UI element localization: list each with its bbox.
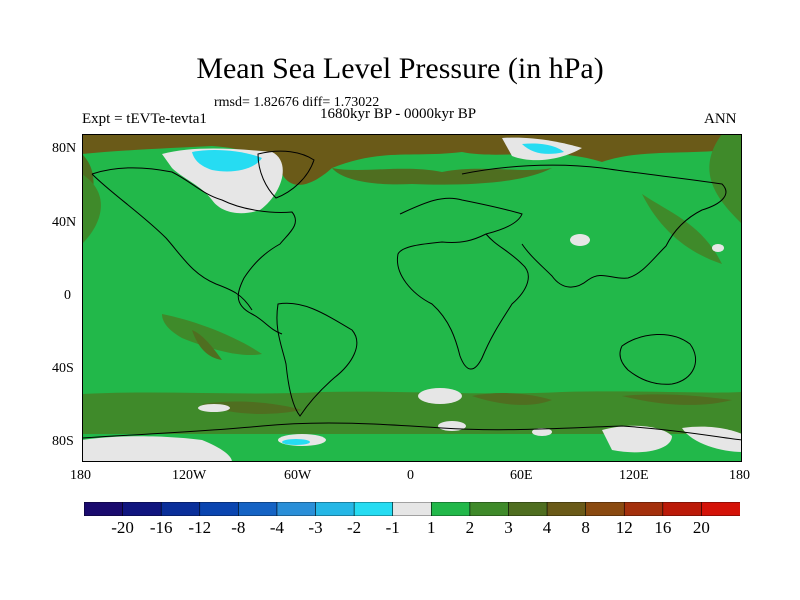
colorbar-label: -20	[111, 518, 134, 537]
colorbar-swatch	[662, 502, 703, 516]
lon-tick-label: 180	[729, 468, 750, 483]
south-pacific-anomaly	[162, 314, 262, 356]
greenland-low-core	[192, 150, 262, 172]
colorbar-swatch	[276, 502, 317, 516]
colorbar	[84, 502, 740, 516]
colorbar-swatch	[238, 502, 278, 516]
greenland-coast	[257, 150, 315, 199]
colorbar-swatch	[508, 502, 548, 516]
south-pacific-anomaly	[192, 330, 222, 360]
colorbar-swatch	[84, 502, 124, 516]
colorbar-label: 16	[654, 518, 672, 537]
colorbar-label: 4	[542, 518, 552, 537]
colorbar-swatch	[585, 502, 625, 516]
colorbar-swatch	[546, 502, 587, 516]
bering-anomaly	[709, 134, 742, 224]
colorbar-swatch	[623, 502, 664, 516]
colorbar-label: -1	[385, 518, 400, 537]
colorbar-swatch	[122, 502, 162, 516]
europe-africa-coast	[396, 197, 529, 370]
season-label: ANN	[704, 111, 737, 127]
south-america-coast	[276, 302, 358, 417]
colorbar-swatch	[701, 502, 740, 516]
lon-tick-label: 60E	[510, 468, 533, 483]
lat-tick-label: 80S	[52, 434, 74, 449]
southern-ocean-anomaly	[622, 394, 732, 405]
siberia-low-core	[522, 143, 564, 154]
antarctic-white-patch	[532, 428, 552, 436]
map-frame	[82, 134, 742, 462]
asia-coast	[461, 164, 727, 288]
colorbar-swatch	[160, 502, 201, 516]
southern-ocean-anomaly	[202, 401, 302, 414]
colorbar-label: -3	[308, 518, 323, 537]
experiment-label: Expt = tEVTe-tevta1	[82, 111, 207, 127]
colorbar-label: 1	[427, 518, 436, 537]
north-america-coast	[91, 167, 296, 335]
north-pacific-anomaly	[82, 174, 101, 244]
colorbar-swatch	[199, 502, 239, 516]
north-pacific-east-anomaly	[642, 194, 722, 264]
lon-tick-label: 120W	[172, 468, 207, 483]
antarctic-white-patch	[602, 425, 672, 453]
pressure-anomaly-map	[82, 134, 742, 462]
map-title: Mean Sea Level Pressure (in hPa)	[196, 52, 604, 85]
colorbar-label: 2	[465, 518, 475, 537]
period-subtitle: 1680kyr BP - 0000kyr BP	[320, 106, 477, 122]
north-america-west-coast	[91, 173, 253, 311]
lon-tick-label: 120E	[619, 468, 649, 483]
colorbar-label: -2	[347, 518, 362, 537]
antarctic-white-patch	[682, 426, 742, 452]
lon-tick-label: 60W	[284, 468, 312, 483]
asia-white-patch	[570, 234, 590, 246]
antarctica-coast	[82, 422, 742, 441]
colorbar-label: 8	[581, 518, 590, 537]
colorbar-swatch	[315, 502, 355, 516]
colorbar-label: -8	[231, 518, 246, 537]
southern-ocean-anomaly	[472, 393, 552, 405]
lon-tick-label: 0	[407, 468, 414, 483]
colorbar-label: 20	[692, 518, 710, 537]
lat-tick-label: 0	[64, 288, 71, 303]
subarctic-anomaly	[332, 168, 552, 185]
lon-tick-label: 180	[70, 468, 91, 483]
australia-coast	[619, 333, 696, 385]
antarctic-white-patch	[82, 436, 232, 462]
colorbar-label: -12	[188, 518, 212, 537]
antarctic-white-patch	[198, 404, 230, 412]
antarctic-white-patch	[418, 388, 462, 404]
colorbar-swatch	[353, 502, 394, 516]
lat-tick-label: 40S	[52, 361, 74, 376]
coastlines	[82, 150, 742, 441]
colorbar-label: 12	[615, 518, 633, 537]
colorbar-label: -4	[269, 518, 285, 537]
colorbar-label: 3	[504, 518, 513, 537]
lat-tick-label: 40N	[52, 215, 77, 230]
pacific-white-patch	[712, 244, 724, 252]
colorbar-swatch	[392, 502, 432, 516]
lat-tick-label: 80N	[52, 141, 77, 156]
colorbar-swatch	[430, 502, 471, 516]
antarctic-cyan-patch	[282, 439, 310, 445]
colorbar-label: -16	[149, 518, 173, 537]
colorbar-swatch	[469, 502, 510, 516]
rmsd-diff-stats: rmsd= 1.82676 diff= 1.73022	[214, 95, 380, 110]
